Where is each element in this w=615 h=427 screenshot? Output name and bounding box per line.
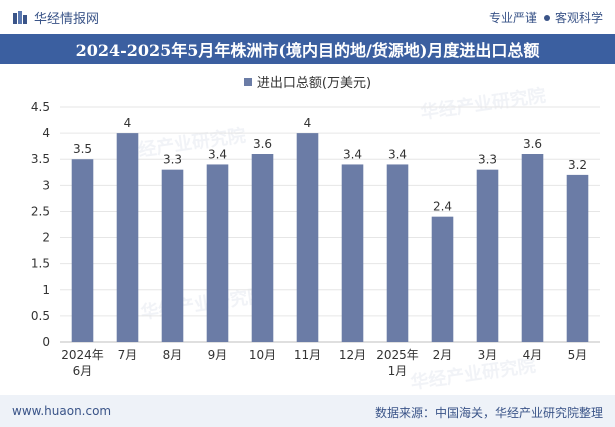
footer-website-link[interactable]: www.huaon.com — [12, 404, 112, 418]
data-label-9: 3.3 — [478, 153, 497, 167]
data-label-10: 3.6 — [523, 137, 542, 151]
x-tick-label-0: 2024年 6月 — [61, 348, 104, 378]
top-bar: 华经情报网 专业严谨 客观科学 — [0, 0, 615, 34]
bar-9 — [476, 169, 499, 342]
data-label-1: 4 — [124, 116, 132, 130]
data-label-11: 3.2 — [568, 158, 587, 172]
bar-1 — [116, 133, 139, 342]
brand-name: 华经情报网 — [34, 12, 100, 27]
tagline-dot-icon — [543, 14, 550, 21]
x-tick-label-3: 9月 — [208, 348, 228, 362]
chart-legend: 进出口总额(万美元) — [0, 72, 615, 91]
y-tick-label: 4 — [42, 126, 50, 140]
y-tick-label: 2.5 — [31, 204, 50, 218]
brand[interactable]: 华经情报网 — [12, 8, 99, 27]
y-tick-label: 0.5 — [31, 309, 50, 323]
tagline-right: 客观科学 — [554, 11, 603, 25]
data-label-3: 3.4 — [208, 147, 227, 161]
x-tick-label-9: 3月 — [478, 348, 498, 362]
bar-3 — [206, 164, 229, 342]
legend-swatch-icon — [243, 77, 252, 86]
bar-5 — [296, 133, 319, 342]
data-label-7: 3.4 — [388, 147, 407, 161]
brand-logo-icon — [13, 10, 27, 24]
y-tick-label: 1.5 — [31, 257, 50, 271]
legend-label: 进出口总额(万美元) — [256, 76, 372, 91]
bar-11 — [566, 174, 589, 342]
chart-title: 2024-2025年5月年株洲市(境内目的地/货源地)月度进出口总额 — [0, 34, 615, 64]
y-tick-label: 2 — [42, 231, 50, 245]
y-tick-label: 3.5 — [31, 152, 50, 166]
bar-2 — [161, 169, 184, 342]
x-tick-label-2: 8月 — [163, 348, 183, 362]
footer: www.huaon.com 数据来源：中国海关，华经产业研究院整理 — [0, 395, 615, 427]
data-label-4: 3.6 — [253, 137, 272, 151]
y-tick-label: 3 — [42, 178, 50, 192]
x-tick-label-6: 12月 — [339, 348, 366, 362]
x-tick-label-5: 11月 — [294, 348, 321, 362]
y-tick-label: 4.5 — [31, 100, 50, 114]
x-tick-label-8: 2月 — [433, 348, 453, 362]
x-tick-label-11: 5月 — [568, 348, 588, 362]
y-tick-label: 0 — [42, 335, 50, 349]
data-label-6: 3.4 — [343, 147, 362, 161]
footer-source: 数据来源：中国海关，华经产业研究院整理 — [374, 406, 603, 420]
tagline: 专业严谨 客观科学 — [489, 9, 603, 26]
bar-10 — [521, 154, 544, 342]
bar-7 — [386, 164, 409, 342]
bar-4 — [251, 154, 274, 342]
bar-0 — [71, 159, 94, 342]
y-tick-label: 1 — [42, 283, 50, 297]
data-label-0: 3.5 — [73, 142, 92, 156]
x-tick-label-10: 4月 — [523, 348, 543, 362]
data-label-5: 4 — [304, 116, 312, 130]
data-label-8: 2.4 — [433, 200, 452, 214]
bar-6 — [341, 164, 364, 342]
x-tick-label-1: 7月 — [118, 348, 138, 362]
data-label-2: 3.3 — [163, 153, 182, 167]
tagline-left: 专业严谨 — [488, 11, 537, 25]
x-tick-label-7: 2025年 1月 — [376, 348, 419, 378]
bar-chart: 0 0.5 1 1.5 2 2.5 3 3.5 4 4.5 3.5 2024年 6月 4 7月 3.3 8月 3.… — [31, 100, 600, 378]
bar-8 — [431, 216, 454, 342]
x-tick-label-4: 10月 — [249, 348, 276, 362]
